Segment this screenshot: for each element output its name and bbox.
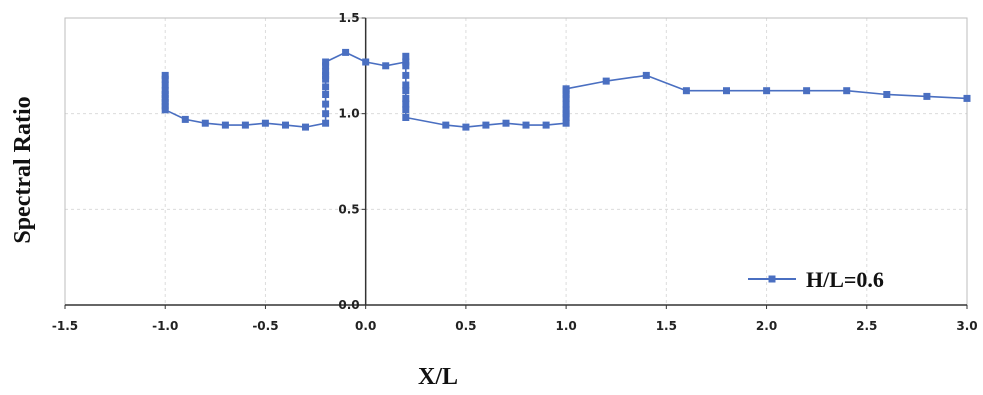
x-tick-label: 0.0 xyxy=(355,319,376,333)
data-point xyxy=(182,116,189,123)
x-tick-label: 3.0 xyxy=(956,319,977,333)
data-point xyxy=(503,120,510,127)
data-point xyxy=(462,124,469,131)
data-point xyxy=(262,120,269,127)
data-point xyxy=(442,122,449,129)
legend-marker-swatch xyxy=(769,276,776,283)
data-point xyxy=(543,122,550,129)
x-tick-label: 1.5 xyxy=(656,319,677,333)
data-point xyxy=(843,87,850,94)
x-tick-label: 2.5 xyxy=(856,319,877,333)
y-tick-label: 1.5 xyxy=(338,11,359,25)
x-tick-label: 2.0 xyxy=(756,319,777,333)
data-point xyxy=(382,62,389,69)
data-point xyxy=(342,49,349,56)
data-point xyxy=(322,91,329,98)
data-point xyxy=(282,122,289,129)
data-point xyxy=(402,62,409,69)
data-point xyxy=(643,72,650,79)
y-tick-label: 0.5 xyxy=(338,202,359,216)
data-point xyxy=(162,106,169,113)
data-point xyxy=(683,87,690,94)
data-point xyxy=(402,114,409,121)
data-point xyxy=(202,120,209,127)
y-tick-label: 1.0 xyxy=(338,107,359,121)
data-point xyxy=(923,93,930,100)
data-point xyxy=(322,59,329,66)
x-tick-label: -1.5 xyxy=(52,319,78,333)
x-tick-label: 0.5 xyxy=(455,319,476,333)
data-point xyxy=(322,101,329,108)
data-point xyxy=(302,124,309,131)
y-tick-label: 0.0 xyxy=(338,298,359,312)
x-tick-label: -0.5 xyxy=(252,319,278,333)
x-tick-label: 1.0 xyxy=(555,319,576,333)
data-point xyxy=(402,53,409,60)
data-point xyxy=(763,87,770,94)
data-point xyxy=(222,122,229,129)
data-point xyxy=(523,122,530,129)
data-point xyxy=(563,85,570,92)
data-point xyxy=(803,87,810,94)
data-point xyxy=(964,95,971,102)
data-point xyxy=(402,87,409,94)
data-point xyxy=(883,91,890,98)
data-point xyxy=(402,106,409,113)
x-tick-label: -1.0 xyxy=(152,319,178,333)
data-point xyxy=(322,83,329,90)
legend-label: H/L=0.6 xyxy=(806,267,884,292)
data-point xyxy=(402,72,409,79)
data-point xyxy=(362,59,369,66)
data-point xyxy=(322,110,329,117)
y-axis-title: Spectral Ratio xyxy=(10,96,36,243)
data-point xyxy=(603,78,610,85)
x-axis-title: X/L xyxy=(418,364,458,390)
data-point xyxy=(322,120,329,127)
data-point xyxy=(482,122,489,129)
data-point xyxy=(723,87,730,94)
data-point xyxy=(242,122,249,129)
